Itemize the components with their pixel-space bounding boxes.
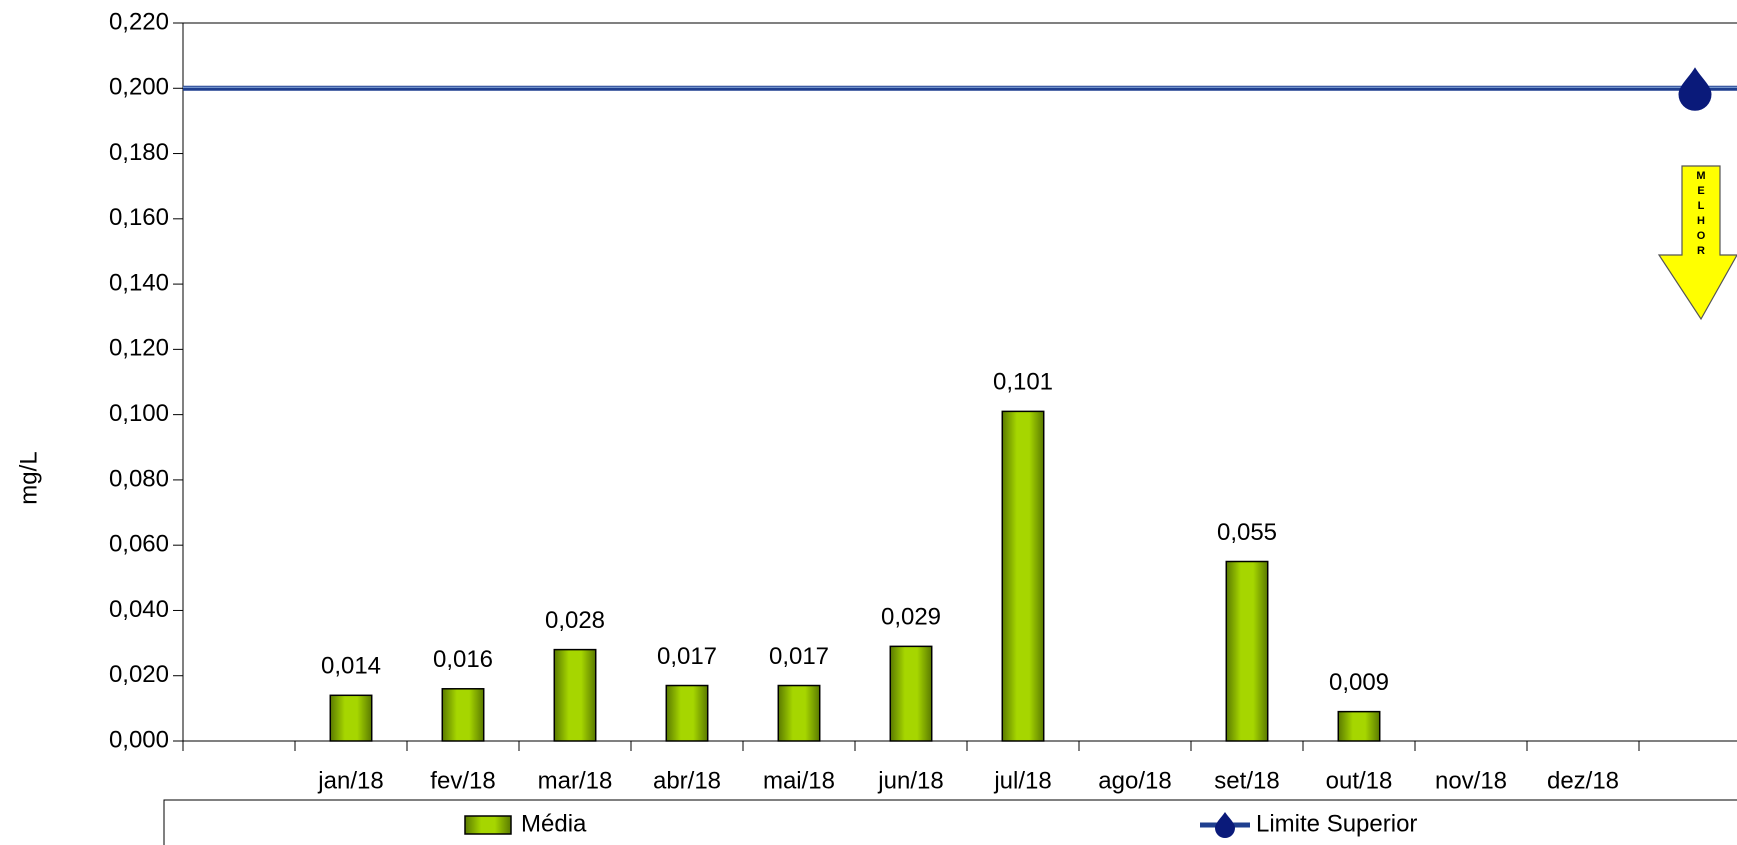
data-label: 0,016 bbox=[433, 646, 493, 673]
y-tick-label: 0,180 bbox=[109, 139, 169, 166]
x-tick-label: dez/18 bbox=[1547, 767, 1619, 794]
data-label: 0,017 bbox=[657, 643, 717, 670]
y-tick-label: 0,020 bbox=[109, 661, 169, 688]
bar bbox=[1337, 710, 1381, 742]
y-tick-label: 0,200 bbox=[109, 74, 169, 101]
legend-label: Limite Superior bbox=[1256, 810, 1417, 837]
y-tick-label: 0,060 bbox=[109, 531, 169, 558]
bar bbox=[553, 648, 597, 742]
x-tick-label: abr/18 bbox=[653, 767, 721, 794]
x-tick-label: ago/18 bbox=[1098, 767, 1171, 794]
y-axis-label: mg/L bbox=[15, 451, 42, 504]
y-tick-label: 0,100 bbox=[109, 400, 169, 427]
y-tick-label: 0,160 bbox=[109, 204, 169, 231]
x-tick-label: mai/18 bbox=[763, 767, 835, 794]
x-tick-label: out/18 bbox=[1326, 767, 1393, 794]
annotation-arrow bbox=[1657, 165, 1737, 321]
bar bbox=[1225, 560, 1269, 742]
bar bbox=[665, 684, 709, 742]
legend-swatch bbox=[464, 815, 512, 835]
x-tick-label: fev/18 bbox=[430, 767, 495, 794]
data-label: 0,028 bbox=[545, 607, 605, 634]
y-tick-label: 0,140 bbox=[109, 269, 169, 296]
x-tick-label: nov/18 bbox=[1435, 767, 1507, 794]
x-tick-label: jul/18 bbox=[993, 767, 1051, 794]
bar bbox=[889, 645, 933, 742]
data-label: 0,009 bbox=[1329, 669, 1389, 696]
annotation: MELHOR bbox=[1695, 170, 1707, 260]
data-label: 0,029 bbox=[881, 604, 941, 631]
data-label: 0,101 bbox=[993, 369, 1053, 396]
data-label: 0,014 bbox=[321, 653, 381, 680]
bar bbox=[1001, 410, 1045, 742]
y-tick-label: 0,040 bbox=[109, 596, 169, 623]
y-tick-label: 0,000 bbox=[109, 726, 169, 753]
legend-marker bbox=[1215, 812, 1235, 838]
data-label: 0,055 bbox=[1217, 519, 1277, 546]
legend-box bbox=[163, 799, 1737, 845]
bar bbox=[441, 688, 485, 742]
x-tick-label: set/18 bbox=[1214, 767, 1279, 794]
x-tick-label: jun/18 bbox=[877, 767, 943, 794]
y-tick-label: 0,080 bbox=[109, 465, 169, 492]
x-tick-label: mar/18 bbox=[538, 767, 613, 794]
data-label: 0,017 bbox=[769, 643, 829, 670]
y-tick-label: 0,220 bbox=[109, 8, 169, 35]
bar bbox=[329, 694, 373, 742]
plot-area bbox=[182, 22, 1737, 742]
bar bbox=[777, 684, 821, 742]
legend-label: Média bbox=[521, 810, 587, 837]
x-tick-label: jan/18 bbox=[317, 767, 383, 794]
y-tick-label: 0,120 bbox=[109, 335, 169, 362]
line-marker bbox=[1678, 67, 1712, 111]
